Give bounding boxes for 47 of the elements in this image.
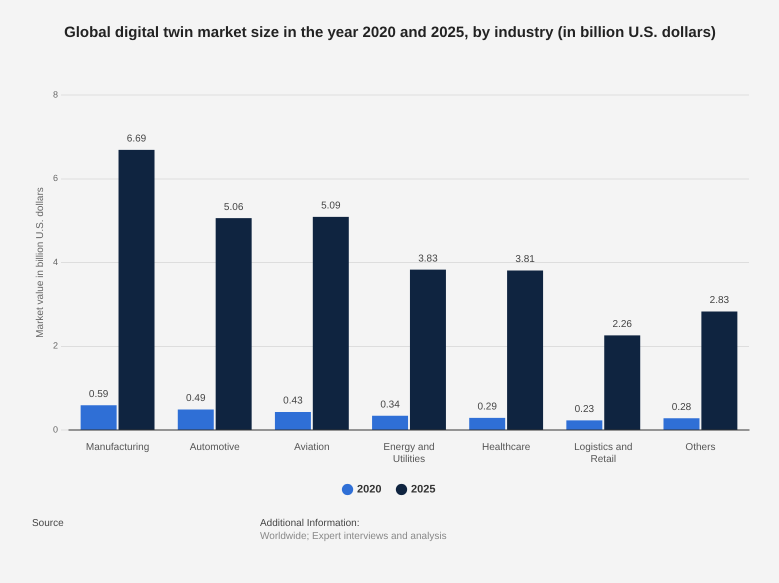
data-label: 5.06: [224, 202, 244, 213]
y-axis-title: Market value in billion U.S. dollars: [34, 187, 46, 338]
bar: [118, 150, 155, 430]
bar: [701, 311, 738, 430]
x-tick-label: Logistics and Retail: [574, 442, 632, 465]
bar: [372, 416, 408, 430]
x-tick-label: Healthcare: [482, 442, 531, 453]
data-label: 0.29: [477, 402, 498, 413]
legend-label: 2025: [411, 484, 436, 496]
bar: [604, 335, 640, 430]
bar: [566, 420, 602, 430]
bar: [410, 270, 446, 430]
text: Worldwide; Expert interviews and analysis: [260, 531, 447, 542]
data-label: 5.09: [321, 200, 341, 212]
bar: [469, 418, 506, 430]
x-tick-label: Manufacturing: [86, 442, 150, 453]
y-tick-label: 8: [52, 89, 58, 100]
bar: [216, 218, 252, 430]
y-tick-label: 0: [52, 424, 58, 434]
x-tick-label: Energy and Utilities: [383, 442, 435, 465]
text: Source: [32, 518, 64, 529]
bar: [80, 405, 117, 430]
data-label: 0.23: [574, 404, 595, 416]
y-tick-label: 6: [52, 173, 58, 184]
data-label: 0.28: [672, 402, 692, 414]
data-label: 0.43: [283, 396, 304, 407]
x-tick-label: Aviation: [294, 442, 330, 453]
bar: [312, 216, 349, 430]
y-tick-label: 2: [52, 340, 58, 351]
x-tick-label: Automotive: [190, 442, 240, 453]
data-label: 0.59: [88, 389, 109, 400]
bar: [274, 412, 311, 430]
data-label: 6.69: [126, 134, 147, 145]
data-label: 2.83: [710, 295, 730, 306]
data-label: 3.81: [515, 254, 536, 266]
data-label: 2.26: [612, 319, 632, 330]
bar: [178, 409, 214, 430]
x-tick-label: Others: [685, 442, 716, 453]
data-label: 0.34: [380, 400, 400, 411]
y-tick-label: 4: [52, 256, 58, 267]
data-label: 3.83: [418, 253, 438, 264]
data-label: 0.49: [186, 393, 206, 404]
bar: [507, 270, 544, 430]
text: Additional Information:: [260, 518, 360, 529]
bar: [663, 418, 700, 430]
chart-title: Global digital twin market size in the year 2020 and 2025, by industry (in billion U.S. dollars): [63, 23, 717, 43]
legend-label: 2020: [357, 484, 382, 496]
